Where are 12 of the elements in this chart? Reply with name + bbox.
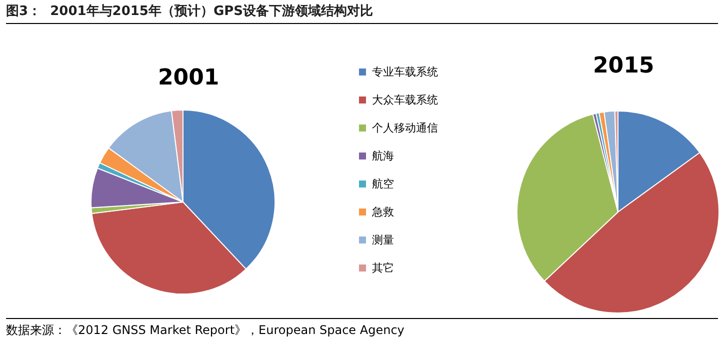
legend-label: 大众车载系统 [372, 94, 438, 106]
legend-label: 航空 [372, 178, 394, 190]
legend-label: 测量 [372, 234, 394, 246]
legend-label: 专业车载系统 [372, 66, 438, 78]
legend-label: 航海 [372, 150, 394, 162]
legend-label: 个人移动通信 [372, 122, 438, 134]
source-note: 数据来源：《2012 GNSS Market Report》，European Space Agency [6, 318, 718, 339]
slice-label: 2015 [593, 54, 654, 78]
slice-label: 2001 [158, 66, 220, 90]
legend-label: 急救 [371, 206, 394, 218]
legend-label: 其它 [372, 262, 394, 274]
text: 图3： 2001年与2015年（预计）GPS设备下游领域结构对比 [6, 2, 718, 24]
